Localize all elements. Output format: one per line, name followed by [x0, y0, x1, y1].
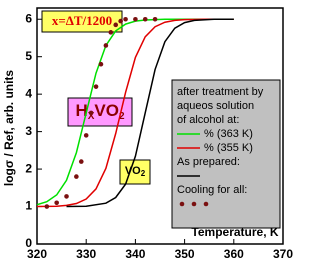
data-point [133, 16, 138, 22]
legend-swatch [203, 201, 209, 207]
x-tick-label: 350 [175, 247, 195, 261]
y-tick-label: 4 [25, 86, 32, 100]
y-tick-label: 5 [25, 49, 32, 63]
legend-swatch [179, 201, 185, 207]
compound-part: X [88, 111, 95, 122]
x-tick-label: 360 [224, 247, 244, 261]
y-tick-label: 0 [25, 236, 32, 250]
data-point [74, 174, 79, 179]
data-point [93, 84, 99, 89]
plot-frame [36, 7, 284, 245]
legend-label: % (355 K) [204, 142, 253, 154]
y-tick-label: 3 [25, 124, 32, 138]
data-point [108, 30, 114, 35]
base-part: VO [125, 165, 141, 177]
legend-title: aqueos solution [177, 100, 254, 112]
data-point [118, 18, 123, 24]
legend-label: Cooling for all: [177, 184, 247, 196]
legend-swatch [191, 201, 197, 207]
legend-title: after treatment by [177, 86, 264, 98]
legend-label: % (363 K) [204, 128, 253, 140]
annotation: x=ΔT/1200 [52, 13, 112, 28]
data-point [44, 204, 50, 209]
legend-box [171, 79, 281, 229]
compound-part: H [75, 101, 87, 120]
x-tick-label: 370 [273, 247, 293, 261]
y-tick-label: 6 [25, 11, 32, 25]
x-tick-label: 330 [76, 247, 96, 261]
data-point [98, 61, 104, 67]
data-point [83, 133, 89, 138]
data-point [78, 159, 84, 164]
x-tick-label: 340 [125, 247, 145, 261]
base-box [119, 159, 151, 185]
compound-part: VO [94, 101, 119, 120]
x-axis-title: Temperature, K [191, 225, 278, 239]
base-part: 2 [141, 169, 146, 178]
series-line [66, 18, 234, 208]
data-point [54, 200, 59, 206]
x-tick-label: 320 [27, 247, 47, 261]
compound-label: HXVO2 [75, 101, 125, 121]
legend-title: of alcohol at: [177, 114, 239, 126]
series-line [36, 18, 234, 208]
y-tick-label: 1 [25, 199, 32, 213]
data-point [123, 16, 128, 22]
y-axis-title: logσ / Ref, arb. units [2, 70, 16, 187]
y-tick-label: 2 [25, 161, 32, 175]
data-point [113, 22, 119, 28]
data-point [88, 110, 94, 116]
data-point [152, 16, 158, 22]
data-point [142, 16, 148, 22]
compound-part: 2 [119, 111, 125, 122]
data-point [64, 194, 69, 199]
data-point [103, 43, 109, 48]
legend-label: As prepared: [177, 156, 240, 168]
chart: logσ / Ref, arb. units Temperature, K 32… [2, 7, 293, 261]
